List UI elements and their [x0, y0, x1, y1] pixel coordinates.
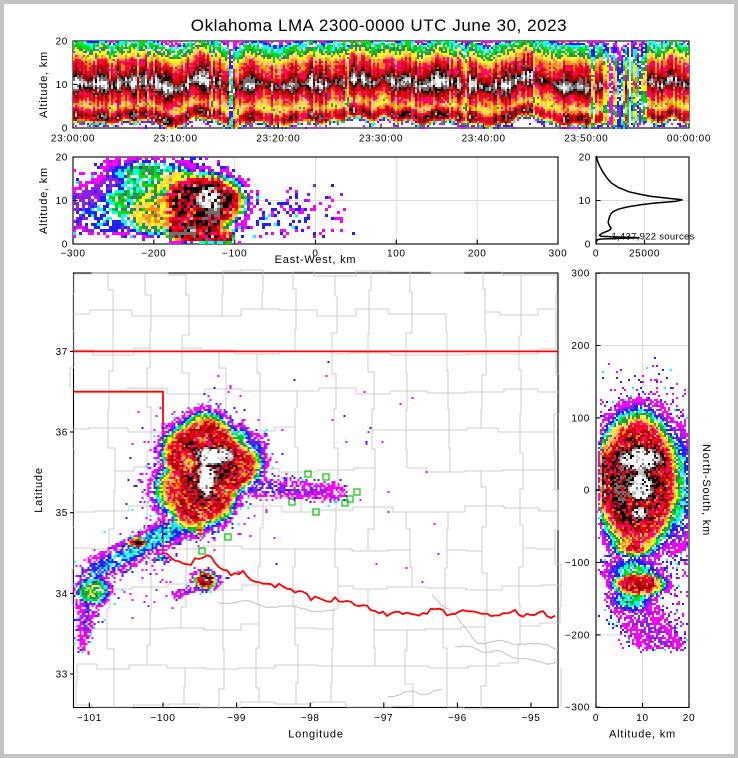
svg-text:25000: 25000	[629, 249, 660, 260]
svg-text:0: 0	[312, 249, 318, 260]
svg-text:Altitude, km: Altitude, km	[38, 167, 50, 234]
svg-text:0: 0	[585, 240, 591, 251]
svg-text:100: 100	[387, 249, 406, 260]
svg-text:34: 34	[56, 589, 68, 600]
svg-text:35: 35	[56, 508, 68, 519]
svg-text:Altitude, km: Altitude, km	[38, 51, 50, 118]
svg-text:North-South, km: North-South, km	[700, 444, 712, 536]
svg-text:23:40:00: 23:40:00	[462, 134, 506, 145]
svg-text:10: 10	[56, 80, 68, 91]
svg-text:Latitude: Latitude	[33, 467, 45, 513]
svg-text:23:20:00: 23:20:00	[256, 134, 300, 145]
svg-text:23:30:00: 23:30:00	[359, 134, 403, 145]
svg-text:−300: −300	[565, 703, 590, 714]
svg-text:−96: −96	[448, 713, 467, 724]
svg-text:−101: −101	[77, 713, 102, 724]
svg-text:Longitude: Longitude	[288, 729, 344, 741]
svg-text:−100: −100	[565, 558, 590, 569]
svg-text:20: 20	[579, 153, 591, 164]
svg-text:300: 300	[571, 269, 590, 280]
svg-text:−100: −100	[150, 713, 175, 724]
svg-text:1,437,922 sources: 1,437,922 sources	[611, 232, 694, 243]
svg-text:0: 0	[593, 713, 599, 724]
svg-text:Oklahoma LMA 2300-0000 UTC Jun: Oklahoma LMA 2300-0000 UTC June 30, 2023	[191, 16, 567, 35]
svg-text:10: 10	[56, 196, 68, 207]
svg-text:200: 200	[571, 341, 590, 352]
svg-text:20: 20	[683, 713, 695, 724]
svg-text:−100: −100	[222, 249, 247, 260]
svg-text:−99: −99	[227, 713, 246, 724]
svg-text:0: 0	[62, 124, 68, 135]
svg-text:0: 0	[593, 249, 599, 260]
svg-text:−95: −95	[522, 713, 541, 724]
svg-text:0: 0	[62, 240, 68, 251]
svg-text:10: 10	[579, 196, 591, 207]
svg-text:−98: −98	[301, 713, 320, 724]
svg-text:20: 20	[56, 153, 68, 164]
svg-text:33: 33	[56, 670, 68, 681]
svg-text:0: 0	[584, 486, 590, 497]
svg-text:−300: −300	[60, 249, 85, 260]
svg-text:−200: −200	[565, 630, 590, 641]
svg-text:36: 36	[56, 428, 68, 439]
svg-text:37: 37	[56, 347, 68, 358]
svg-text:Altitude, km: Altitude, km	[609, 729, 676, 741]
svg-text:East-West, km: East-West, km	[275, 254, 357, 266]
svg-text:23:50:00: 23:50:00	[564, 134, 608, 145]
svg-text:10: 10	[636, 713, 648, 724]
svg-text:23:00:00: 23:00:00	[51, 134, 95, 145]
svg-text:100: 100	[571, 413, 590, 424]
svg-text:300: 300	[549, 249, 568, 260]
svg-text:23:10:00: 23:10:00	[154, 134, 198, 145]
svg-text:200: 200	[468, 249, 487, 260]
svg-text:−200: −200	[141, 249, 166, 260]
svg-text:−97: −97	[374, 713, 393, 724]
svg-text:00:00:00: 00:00:00	[667, 134, 711, 145]
svg-text:20: 20	[56, 37, 68, 48]
